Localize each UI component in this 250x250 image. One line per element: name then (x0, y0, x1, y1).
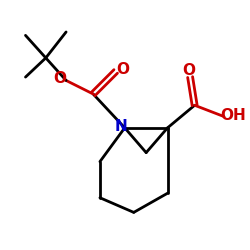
Text: N: N (114, 119, 127, 134)
Text: O: O (182, 63, 196, 78)
Text: O: O (53, 71, 66, 86)
Text: O: O (116, 62, 129, 77)
Text: OH: OH (220, 108, 246, 123)
